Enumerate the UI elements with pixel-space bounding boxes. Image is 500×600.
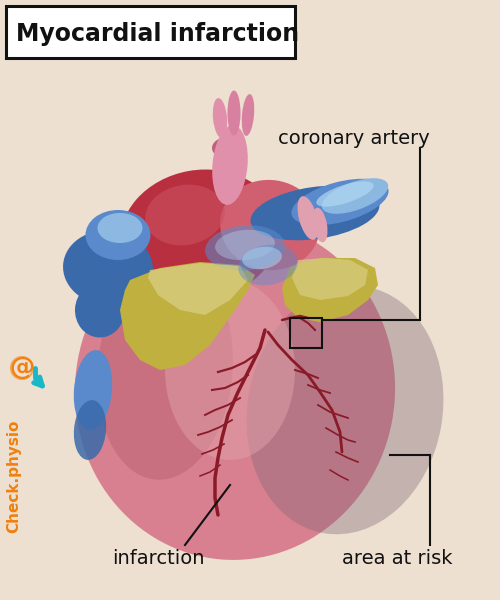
Ellipse shape bbox=[205, 226, 285, 271]
Ellipse shape bbox=[75, 220, 395, 560]
Ellipse shape bbox=[74, 350, 112, 430]
Ellipse shape bbox=[146, 185, 224, 245]
Ellipse shape bbox=[74, 400, 106, 460]
Text: coronary artery: coronary artery bbox=[278, 128, 430, 148]
Ellipse shape bbox=[165, 280, 295, 460]
Text: infarction: infarction bbox=[112, 548, 204, 568]
Ellipse shape bbox=[213, 98, 227, 138]
Text: Myocardial infarction: Myocardial infarction bbox=[16, 22, 299, 46]
Polygon shape bbox=[148, 263, 248, 315]
Ellipse shape bbox=[322, 178, 388, 214]
Text: Check.physio: Check.physio bbox=[6, 420, 22, 533]
Ellipse shape bbox=[212, 125, 248, 205]
Ellipse shape bbox=[250, 186, 380, 240]
Ellipse shape bbox=[98, 213, 142, 243]
Ellipse shape bbox=[212, 137, 244, 159]
Polygon shape bbox=[282, 258, 378, 322]
Ellipse shape bbox=[215, 230, 275, 260]
Ellipse shape bbox=[63, 230, 153, 305]
Ellipse shape bbox=[312, 208, 328, 242]
Ellipse shape bbox=[292, 179, 388, 225]
Ellipse shape bbox=[75, 283, 125, 337]
Ellipse shape bbox=[238, 245, 298, 286]
Ellipse shape bbox=[97, 260, 233, 480]
Text: area at risk: area at risk bbox=[342, 548, 452, 568]
Ellipse shape bbox=[86, 210, 150, 260]
Polygon shape bbox=[292, 258, 368, 300]
Ellipse shape bbox=[316, 181, 374, 206]
Ellipse shape bbox=[298, 196, 318, 240]
FancyBboxPatch shape bbox=[6, 6, 295, 58]
Ellipse shape bbox=[242, 94, 254, 136]
Ellipse shape bbox=[228, 91, 240, 136]
Text: @: @ bbox=[10, 356, 34, 380]
Ellipse shape bbox=[220, 180, 320, 270]
Polygon shape bbox=[120, 262, 255, 370]
Ellipse shape bbox=[242, 247, 282, 269]
Ellipse shape bbox=[120, 169, 280, 301]
Ellipse shape bbox=[246, 286, 444, 534]
